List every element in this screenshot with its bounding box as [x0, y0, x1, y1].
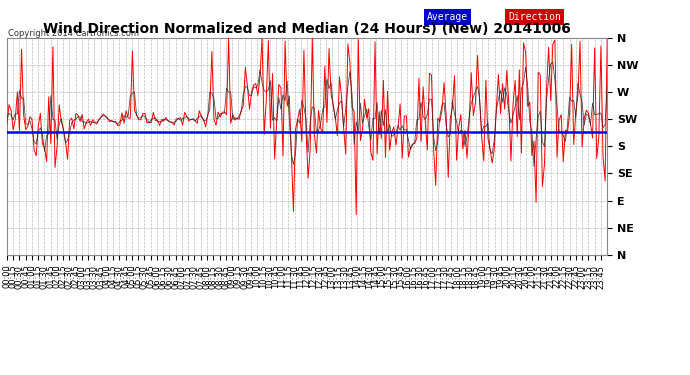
Title: Wind Direction Normalized and Median (24 Hours) (New) 20141006: Wind Direction Normalized and Median (24… — [43, 22, 571, 36]
Text: Copyright 2014 Cartronics.com: Copyright 2014 Cartronics.com — [8, 29, 139, 38]
Text: Direction: Direction — [508, 12, 561, 22]
Text: Average: Average — [427, 12, 469, 22]
